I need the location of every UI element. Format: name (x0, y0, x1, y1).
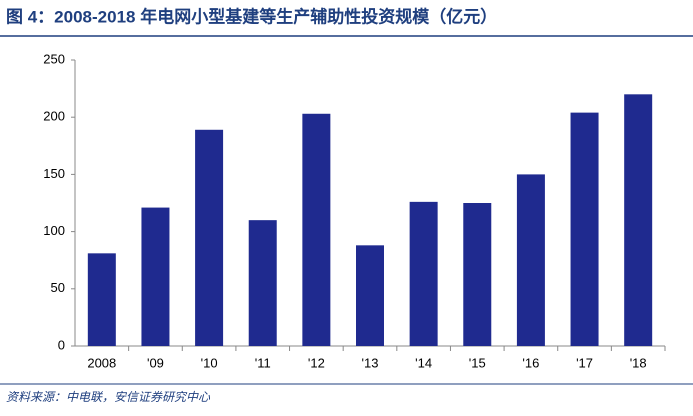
bar (141, 207, 170, 346)
x-tick-label: '17 (576, 355, 593, 370)
x-tick-label: '13 (362, 355, 379, 370)
bar (302, 113, 331, 346)
bar (570, 112, 599, 347)
x-tick-label: '11 (255, 355, 271, 370)
bar (87, 253, 116, 346)
bar (409, 201, 438, 346)
x-tick-label: '15 (469, 355, 486, 370)
x-tick-label: 2008 (87, 355, 116, 370)
bar (195, 129, 224, 346)
y-tick-label: 150 (43, 166, 65, 181)
y-tick-label: 200 (43, 109, 65, 124)
bar (248, 220, 277, 346)
source-note: 资料来源：中电联，安信证券研究中心 (6, 390, 211, 404)
x-tick-label: '16 (522, 355, 539, 370)
y-tick-label: 100 (43, 223, 65, 238)
x-tick-label: '14 (415, 355, 432, 370)
bar (463, 203, 492, 346)
x-tick-label: '09 (147, 355, 164, 370)
bar (624, 94, 653, 346)
x-tick-label: '18 (630, 355, 647, 370)
bar (356, 245, 384, 346)
x-tick-label: '12 (308, 355, 325, 370)
x-tick-label: '10 (201, 355, 218, 370)
y-tick-label: 0 (58, 337, 65, 352)
bar (516, 174, 545, 346)
chart-title: 图 4：2008-2018 年电网小型基建等生产辅助性投资规模（亿元） (6, 6, 497, 26)
y-tick-label: 50 (51, 280, 65, 295)
y-tick-label: 250 (43, 51, 65, 66)
